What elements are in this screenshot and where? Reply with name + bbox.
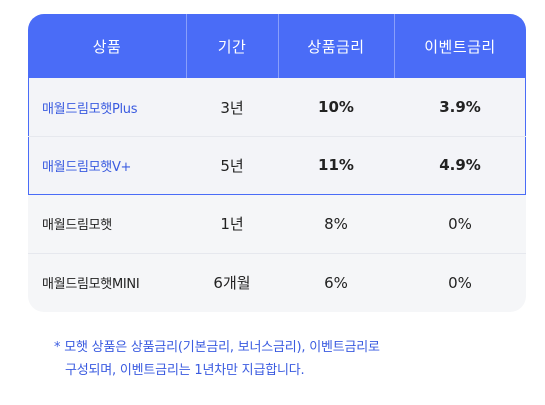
event-rate-value: 3.9% bbox=[439, 98, 481, 116]
period-value: 5년 bbox=[220, 156, 244, 175]
product-rate-value: 10% bbox=[318, 98, 354, 116]
footnote: * 모햇 상품은 상품금리(기본금리, 보너스금리), 이벤트금리로 구성되며,… bbox=[54, 336, 514, 382]
product-name: 매월드림모햇 bbox=[42, 218, 112, 233]
table-header: 상품 기간 상품금리 이벤트금리 bbox=[28, 14, 526, 78]
period-value: 6개월 bbox=[213, 274, 251, 292]
product-name: 매월드림모햇V+ bbox=[42, 159, 132, 175]
row-divider bbox=[28, 253, 526, 254]
event-rate-value: 0% bbox=[448, 214, 472, 233]
product-rate-value: 8% bbox=[324, 214, 348, 233]
event-rate-value: 0% bbox=[448, 273, 472, 292]
footnote-line-1: * 모햇 상품은 상품금리(기본금리, 보너스금리), 이벤트금리로 bbox=[54, 340, 380, 355]
footnote-line-2: 구성되며, 이벤트금리는 1년차만 지급합니다. bbox=[65, 363, 305, 378]
period-value: 1년 bbox=[220, 215, 244, 233]
product-name: 매월드림모햇MINI bbox=[42, 277, 140, 292]
product-rate-value: 6% bbox=[324, 273, 348, 292]
period-value: 3년 bbox=[220, 98, 244, 117]
table-row: 매월드림모햇V+ 5년 11% 4.9% bbox=[28, 136, 526, 194]
product-rate-value: 11% bbox=[318, 156, 354, 174]
header-product: 상품 bbox=[92, 37, 122, 56]
header-period: 기간 bbox=[186, 14, 278, 78]
table-row: 매월드림모햇 1년 8% 0% bbox=[28, 194, 526, 253]
table-row: 매월드림모햇Plus 3년 10% 3.9% bbox=[28, 78, 526, 136]
event-rate-value: 4.9% bbox=[439, 156, 481, 174]
row-divider bbox=[28, 136, 526, 137]
rate-table: 상품 기간 상품금리 이벤트금리 매월드림모햇Plus 3년 10% 3.9% … bbox=[28, 14, 526, 312]
product-name: 매월드림모햇Plus bbox=[42, 101, 138, 117]
header-event-rate: 이벤트금리 bbox=[394, 14, 526, 78]
header-product-rate: 상품금리 bbox=[278, 14, 394, 78]
table-row: 매월드림모햇MINI 6개월 6% 0% bbox=[28, 253, 526, 312]
